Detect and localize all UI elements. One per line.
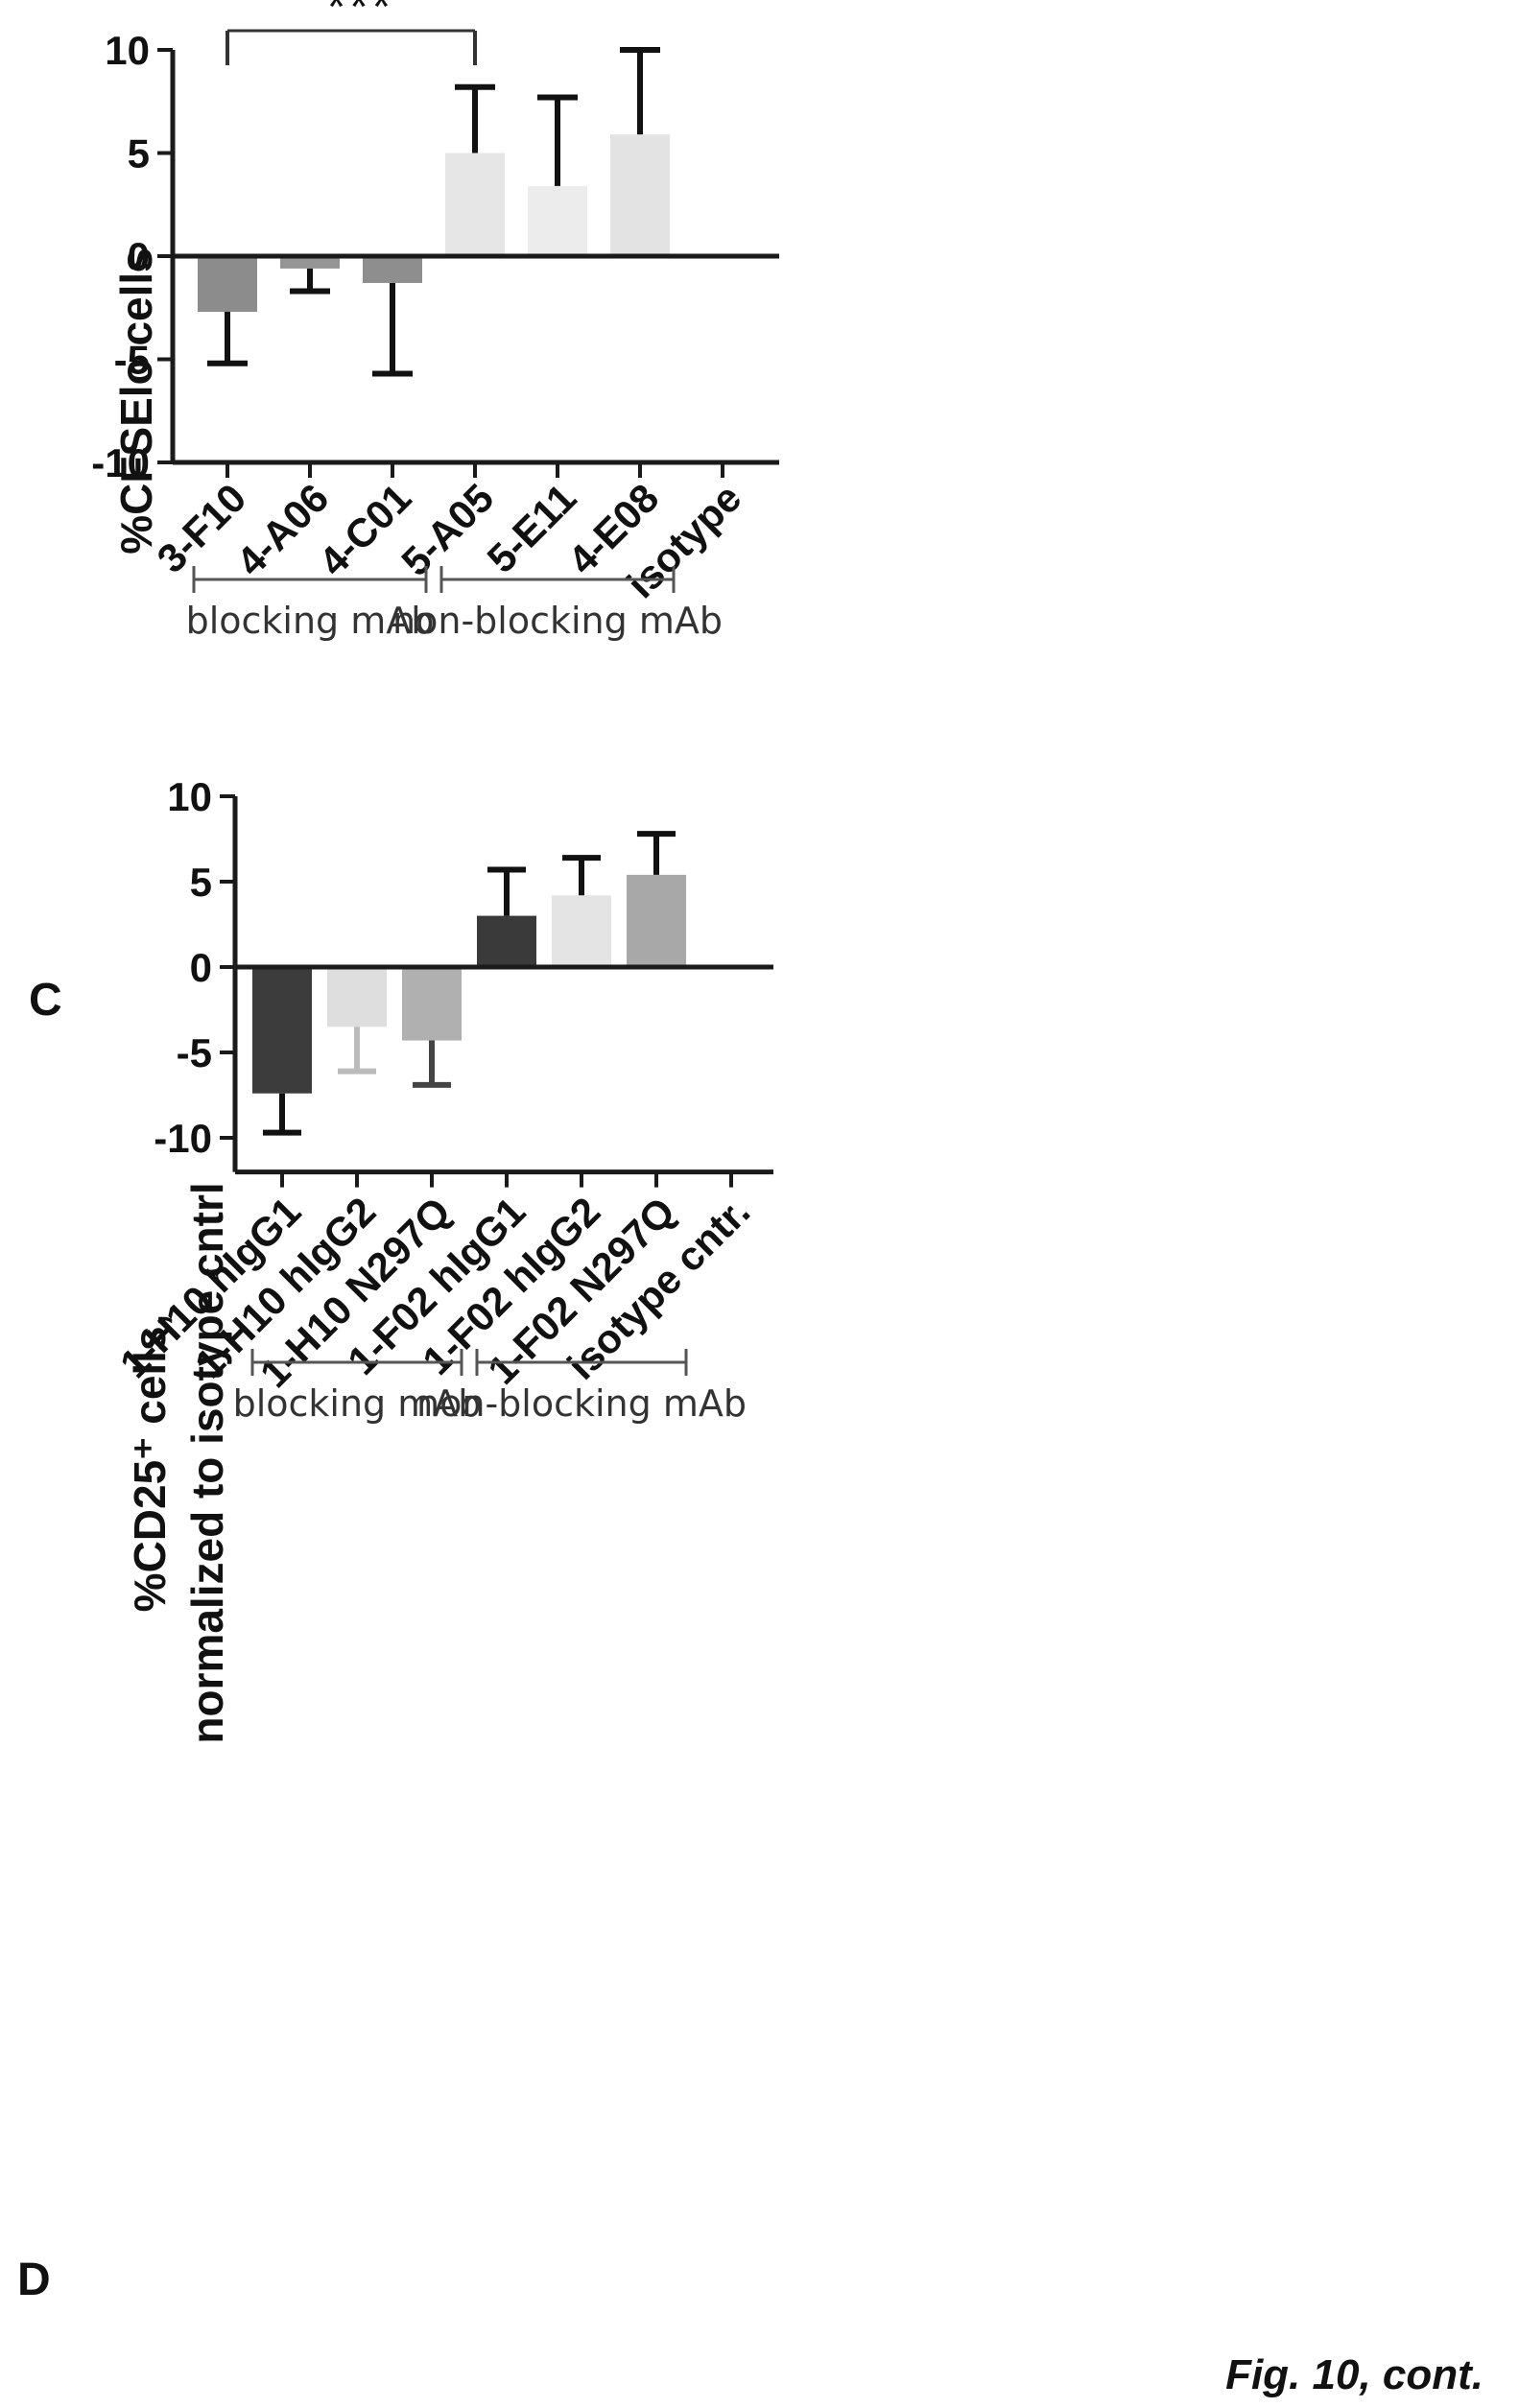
panel-d-y-tick-label-4: -10 [154, 1116, 212, 1161]
panel-c-bars [198, 134, 670, 313]
panel-c-bar-2 [363, 256, 422, 283]
panel-d-bars [252, 874, 686, 1094]
panel-d-group-label-0: blocking mAb [233, 1382, 482, 1425]
panel-d-y-ticks: 10 5 0 -5 -10 [154, 774, 235, 1161]
panel-c-category-label-1: 4-A06 [227, 475, 337, 584]
panel-d-bar-0 [252, 967, 312, 1094]
panel-d-bar-3 [477, 915, 536, 967]
panel-d-y-tick-label-1: 5 [190, 860, 212, 905]
panel-c-category-label-2: 4-C01 [310, 475, 419, 584]
panel-c-letter: C [29, 975, 62, 1026]
panel-d-group-label-1: non-blocking mAb [416, 1382, 747, 1425]
panel-c-group-0: blocking mAb [186, 566, 435, 642]
panel-d-error-bars [263, 831, 676, 1136]
panel-d-y-axis-label-line2: normalized to isotype cntrl [182, 1182, 232, 1743]
panel-c-bar-5 [610, 134, 670, 256]
panel-d-y-tick-label-3: -5 [177, 1030, 212, 1075]
panel-c-y-tick-label-0: 10 [105, 28, 150, 73]
panel-c-axes [170, 50, 779, 478]
panel-c-category-label-0: 3-F10 [149, 475, 255, 581]
panel-c-bar-4 [528, 185, 587, 256]
panel-c-error-bar-0 [207, 312, 248, 366]
panel-d-bar-4 [552, 895, 611, 967]
panel-d-bar-5 [627, 874, 686, 967]
panel-c-error-bar-4 [537, 94, 578, 186]
panel-d-y-tick-label-2: 0 [190, 945, 212, 990]
panel-c-significance-label: *** [327, 0, 394, 34]
panel-d-error-bar-4 [562, 855, 601, 896]
panel-d-error-bar-1 [338, 1027, 376, 1074]
panel-c-error-bar-3 [455, 83, 495, 153]
panel-d-y-tick-label-0: 10 [167, 774, 212, 819]
panel-d-group-0: blocking mAb [233, 1349, 482, 1425]
panel-c-group-1: non-blocking mAb [392, 566, 723, 642]
panel-c-y-tick-label-4: -10 [91, 440, 150, 485]
panel-c-bar-3 [445, 153, 505, 256]
panel-c-category-label-3: 5-A05 [392, 475, 502, 584]
panel-c-y-ticks: 10 5 0 -5 -10 [91, 28, 173, 485]
panel-d-error-bar-2 [413, 1040, 451, 1088]
panel-c-category-label-4: 5-E11 [479, 475, 585, 581]
panel-d-group-1: non-blocking mAb [416, 1349, 747, 1425]
panel-c-error-bars [207, 47, 660, 377]
panel-c-error-bar-5 [620, 47, 660, 135]
panel-c-group-label-0: blocking mAb [186, 600, 435, 642]
panel-c-significance: *** [225, 0, 477, 65]
figure-caption: Fig. 10, cont. [1225, 2351, 1483, 2398]
panel-c-bar-1 [280, 256, 340, 269]
panel-d-bar-1 [327, 967, 387, 1027]
panel-d-y-axis-label-line1: %CD25⁺ cells, [125, 1314, 175, 1613]
panel-d-error-bar-0 [263, 1093, 301, 1136]
panel-d-error-bar-3 [487, 866, 526, 916]
panel-c-bar-0 [198, 256, 257, 313]
panel-c-error-bar-1 [290, 268, 330, 295]
panel-d-bar-2 [402, 967, 462, 1041]
panel-c-chart: 10 5 0 -5 -10 3-F104-A064-C015-A055-E114-E08… [29, 0, 779, 1026]
panel-c-group-label-1: non-blocking mAb [392, 600, 723, 642]
panel-d-axes [232, 796, 773, 1188]
panel-c-y-tick-label-3: -5 [114, 338, 150, 383]
panel-c-y-tick-label-2: 0 [128, 234, 150, 279]
panel-c-y-tick-label-1: 5 [128, 131, 150, 177]
panel-d-letter: D [17, 2255, 51, 2305]
panel-d-error-bar-5 [637, 831, 676, 875]
panel-c-y-axis-label: %CFSElo cells [111, 248, 161, 555]
panel-c-significance-bracket: *** [225, 0, 477, 65]
panel-c-error-bar-2 [372, 282, 413, 377]
